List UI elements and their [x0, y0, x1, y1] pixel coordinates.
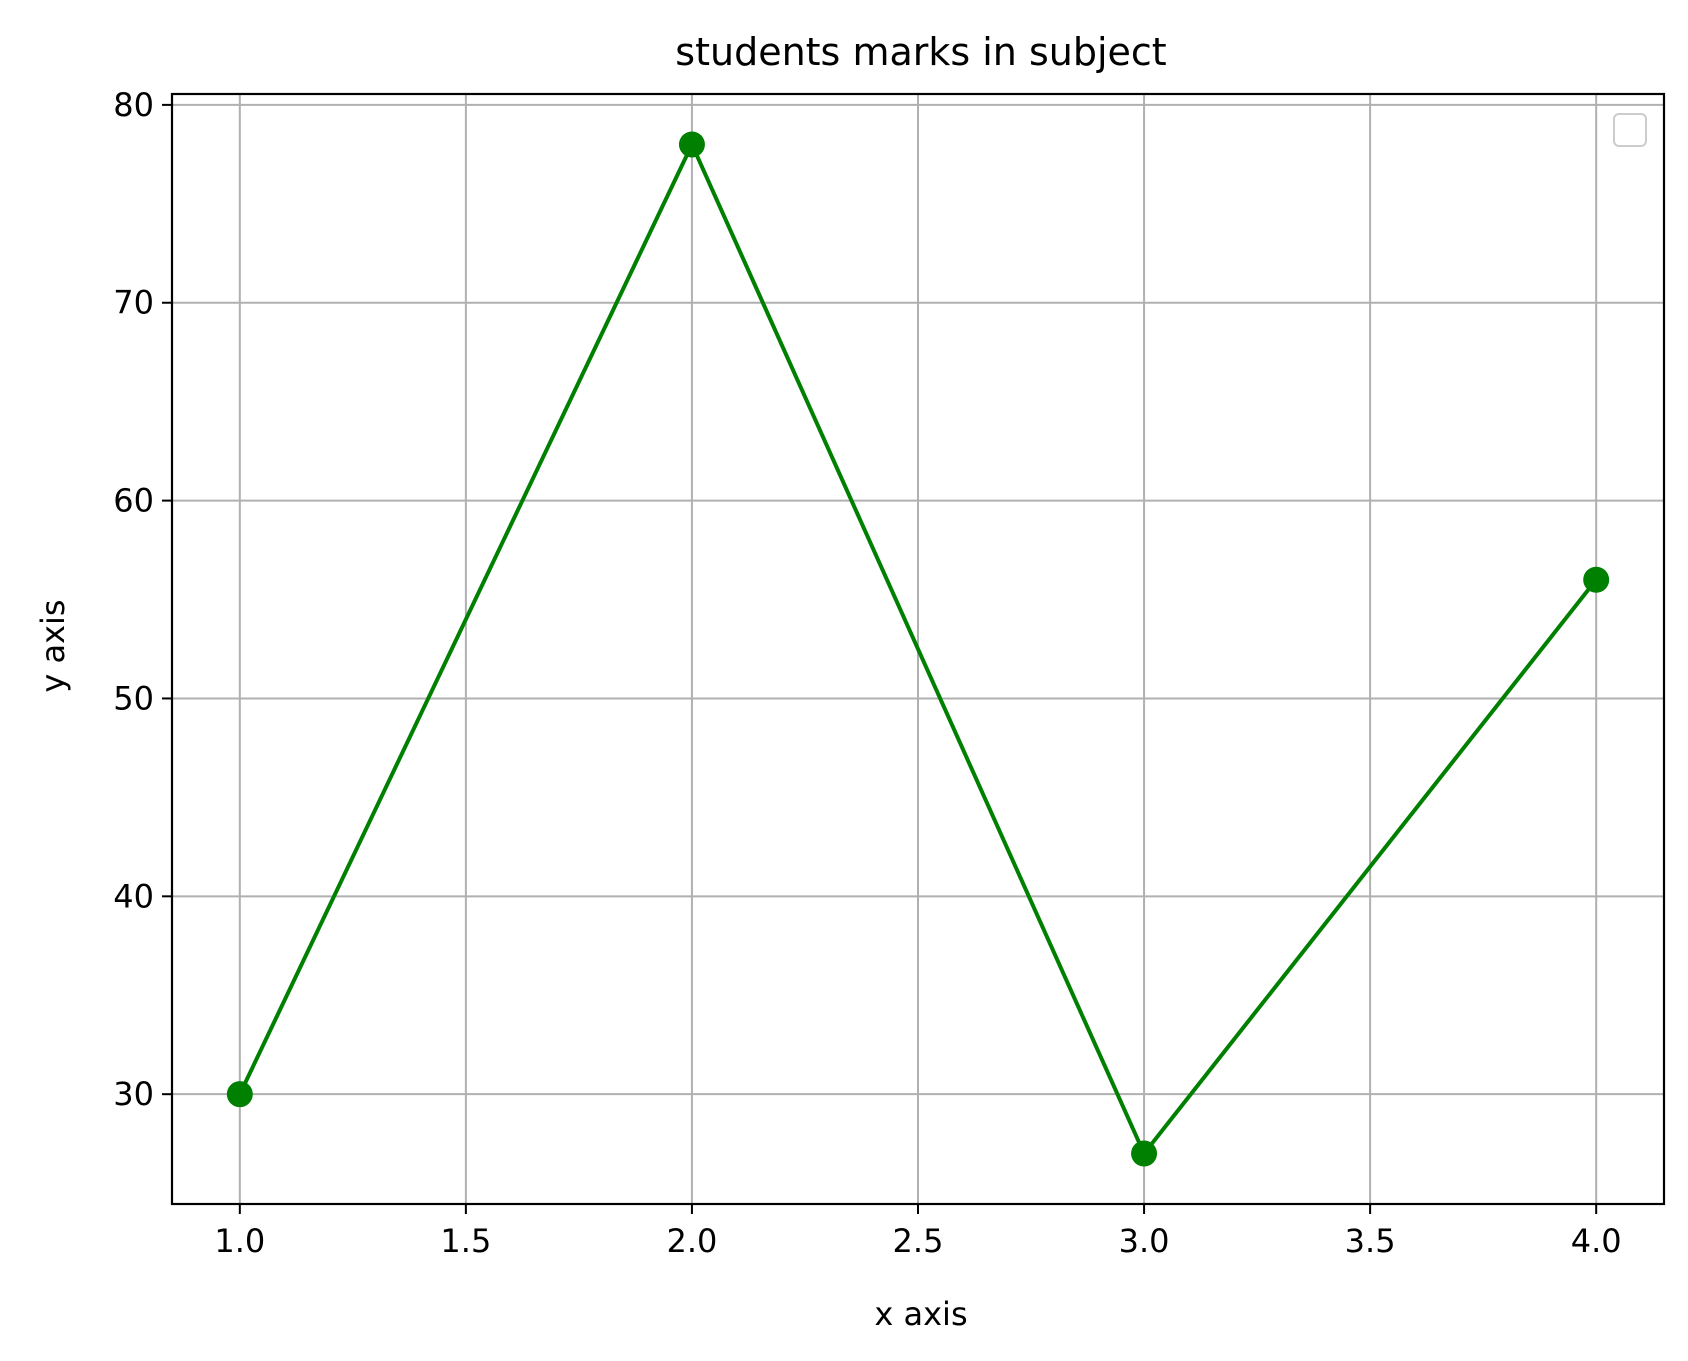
data-point — [678, 131, 705, 158]
x-tick-label: 2.0 — [666, 1222, 717, 1260]
data-point — [1583, 566, 1610, 593]
y-tick-label: 40 — [113, 877, 154, 915]
grid-lines — [172, 94, 1664, 1204]
y-tick-label: 50 — [113, 679, 154, 717]
x-tick-label: 1.0 — [214, 1222, 265, 1260]
data-point — [226, 1081, 253, 1108]
y-tick-label: 60 — [113, 482, 154, 520]
legend-box — [1613, 113, 1647, 147]
chart-title: students marks in subject — [675, 30, 1166, 74]
y-tick-label: 70 — [113, 284, 154, 322]
series — [226, 131, 1610, 1167]
x-axis-title: x axis — [874, 1295, 967, 1333]
y-axis-title: y axis — [34, 599, 72, 692]
x-tick-label: 2.5 — [893, 1222, 944, 1260]
x-tick-label: 4.0 — [1571, 1222, 1622, 1260]
tick-labels: 1.0 1.5 2.0 2.5 3.0 3.5 4.0 30 40 50 60 70 80 — [113, 86, 1621, 1260]
y-tick-label: 30 — [113, 1075, 154, 1113]
y-tick-label: 80 — [113, 86, 154, 124]
x-tick-label: 1.5 — [440, 1222, 491, 1260]
data-point — [1131, 1140, 1158, 1167]
x-tick-label: 3.5 — [1345, 1222, 1396, 1260]
series-line — [238, 142, 1598, 1156]
x-tick-label: 3.0 — [1119, 1222, 1170, 1260]
